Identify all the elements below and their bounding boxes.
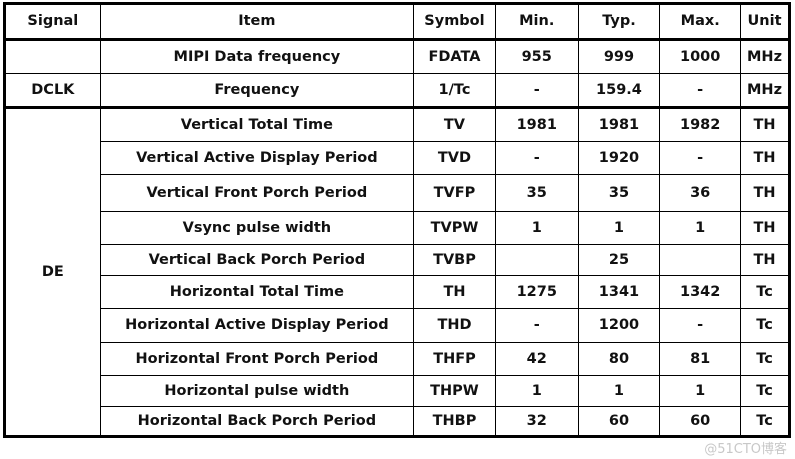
max-cell: 60 xyxy=(659,406,742,437)
typ-cell: 60 xyxy=(577,406,661,437)
header-cell: Typ. xyxy=(577,3,661,41)
item-cell: Vertical Total Time xyxy=(99,107,415,142)
table-row: Horizontal pulse width THPW 1 1 1 Tc xyxy=(5,375,790,407)
symbol-cell: 1/Tc xyxy=(413,73,496,109)
symbol-cell: THBP xyxy=(413,406,496,437)
unit-cell: MHz xyxy=(740,73,790,109)
signal-cell: DCLK xyxy=(4,73,101,109)
typ-cell: 1200 xyxy=(577,308,661,343)
item-cell: Horizontal pulse width xyxy=(99,375,415,407)
typ-cell: 1341 xyxy=(577,275,661,309)
header-cell: Min. xyxy=(494,3,579,41)
typ-cell: 1 xyxy=(577,375,661,407)
min-cell: 35 xyxy=(494,174,579,212)
table-row: DCLK Frequency 1/Tc -159.4- MHz xyxy=(4,73,790,109)
unit-cell: Tc xyxy=(740,308,790,343)
min-cell: 1 xyxy=(494,375,579,407)
typ-cell: 1920 xyxy=(577,141,661,175)
signal-cell xyxy=(4,39,101,74)
header-cell: Item xyxy=(99,3,415,41)
table-row: Horizontal Active Display Period THD -1200… xyxy=(5,308,790,343)
max-cell: 1 xyxy=(659,211,742,245)
min-cell: - xyxy=(494,73,579,109)
item-cell: Horizontal Total Time xyxy=(99,275,415,309)
watermark: @51CTO博客 xyxy=(704,442,787,457)
item-cell: Horizontal Front Porch Period xyxy=(99,342,415,376)
symbol-cell: TVBP xyxy=(413,244,496,276)
min-cell: - xyxy=(494,141,579,175)
table-row: Vsync pulse width TVPW 1 1 1 TH xyxy=(5,211,790,245)
unit-cell: TH xyxy=(740,141,790,175)
min-cell: 1275 xyxy=(494,275,579,309)
unit-cell: TH xyxy=(740,211,790,245)
typ-cell: 1 xyxy=(577,211,661,245)
table-row: Horizontal Front Porch Period THFP 42 80 81 T… xyxy=(5,342,790,376)
min-cell: - xyxy=(494,308,579,343)
item-cell: Vertical Back Porch Period xyxy=(99,244,415,276)
unit-cell: MHz xyxy=(740,39,790,74)
max-cell: 36 xyxy=(659,174,742,212)
typ-cell: 35 xyxy=(577,174,661,212)
max-cell: - xyxy=(659,141,742,175)
table-row: Vertical Back Porch Period TVBP 25 TH xyxy=(5,244,790,276)
symbol-cell: FDATA xyxy=(413,39,496,74)
max-cell: 1 xyxy=(659,375,742,407)
table-row: DE Vertical Total Time TV 1981 1981 1982 TH xyxy=(4,107,790,437)
item-cell: Vertical Active Display Period xyxy=(99,141,415,175)
typ-cell: 25 xyxy=(577,244,661,276)
signal-cell: DE xyxy=(4,107,101,437)
symbol-cell: TVPW xyxy=(413,211,496,245)
max-cell: - xyxy=(659,308,742,343)
symbol-cell: TV xyxy=(413,107,496,142)
symbol-cell: TVFP xyxy=(413,174,496,212)
max-cell: 81 xyxy=(659,342,742,376)
unit-cell: Tc xyxy=(740,275,790,309)
table-row: Horizontal Total Time TH 1275 1341 1342 Tc xyxy=(5,275,790,309)
timing-table: Signal Item Symbol Min. Typ. Max. Unit MIPI Dat… xyxy=(3,2,791,438)
table-row: Vertical Active Display Period TVD -1920- T… xyxy=(5,141,790,175)
header-cell: Signal xyxy=(4,3,101,41)
table-row: Vertical Front Porch Period TVFP 35 35 36 TH xyxy=(5,174,790,212)
typ-cell: 80 xyxy=(577,342,661,376)
typ-cell: 1981 xyxy=(577,107,661,142)
table-row: MIPI Data frequency FDATA 955 999 1000 MHz xyxy=(4,39,790,74)
item-cell: Vertical Front Porch Period xyxy=(99,174,415,212)
table-row: Horizontal Back Porch Period THBP 32 60 60 Tc xyxy=(5,406,790,437)
symbol-cell: THD xyxy=(413,308,496,343)
min-cell: 955 xyxy=(494,39,579,74)
item-cell: Frequency xyxy=(99,73,415,109)
header-cell: Unit xyxy=(740,3,790,41)
min-cell: 42 xyxy=(494,342,579,376)
max-cell xyxy=(659,244,742,276)
header-cell: Max. xyxy=(659,3,742,41)
max-cell: 1342 xyxy=(659,275,742,309)
unit-cell: Tc xyxy=(740,406,790,437)
symbol-cell: THPW xyxy=(413,375,496,407)
max-cell: 1982 xyxy=(659,107,742,142)
min-cell xyxy=(494,244,579,276)
unit-cell: Tc xyxy=(740,342,790,376)
typ-cell: 159.4 xyxy=(577,73,661,109)
symbol-cell: TVD xyxy=(413,141,496,175)
max-cell: 1000 xyxy=(659,39,742,74)
unit-cell: TH xyxy=(740,174,790,212)
typ-cell: 999 xyxy=(577,39,661,74)
item-cell: Horizontal Active Display Period xyxy=(99,308,415,343)
symbol-cell: TH xyxy=(413,275,496,309)
min-cell: 1981 xyxy=(494,107,579,142)
min-cell: 1 xyxy=(494,211,579,245)
item-cell: Vsync pulse width xyxy=(99,211,415,245)
unit-cell: TH xyxy=(740,244,790,276)
header-cell: Symbol xyxy=(413,3,496,41)
min-cell: 32 xyxy=(494,406,579,437)
header-row: Signal Item Symbol Min. Typ. Max. Unit xyxy=(4,3,790,41)
symbol-cell: THFP xyxy=(413,342,496,376)
item-cell: Horizontal Back Porch Period xyxy=(99,406,415,437)
max-cell: - xyxy=(659,73,742,109)
item-cell: MIPI Data frequency xyxy=(99,39,415,74)
unit-cell: TH xyxy=(740,107,790,142)
unit-cell: Tc xyxy=(740,375,790,407)
